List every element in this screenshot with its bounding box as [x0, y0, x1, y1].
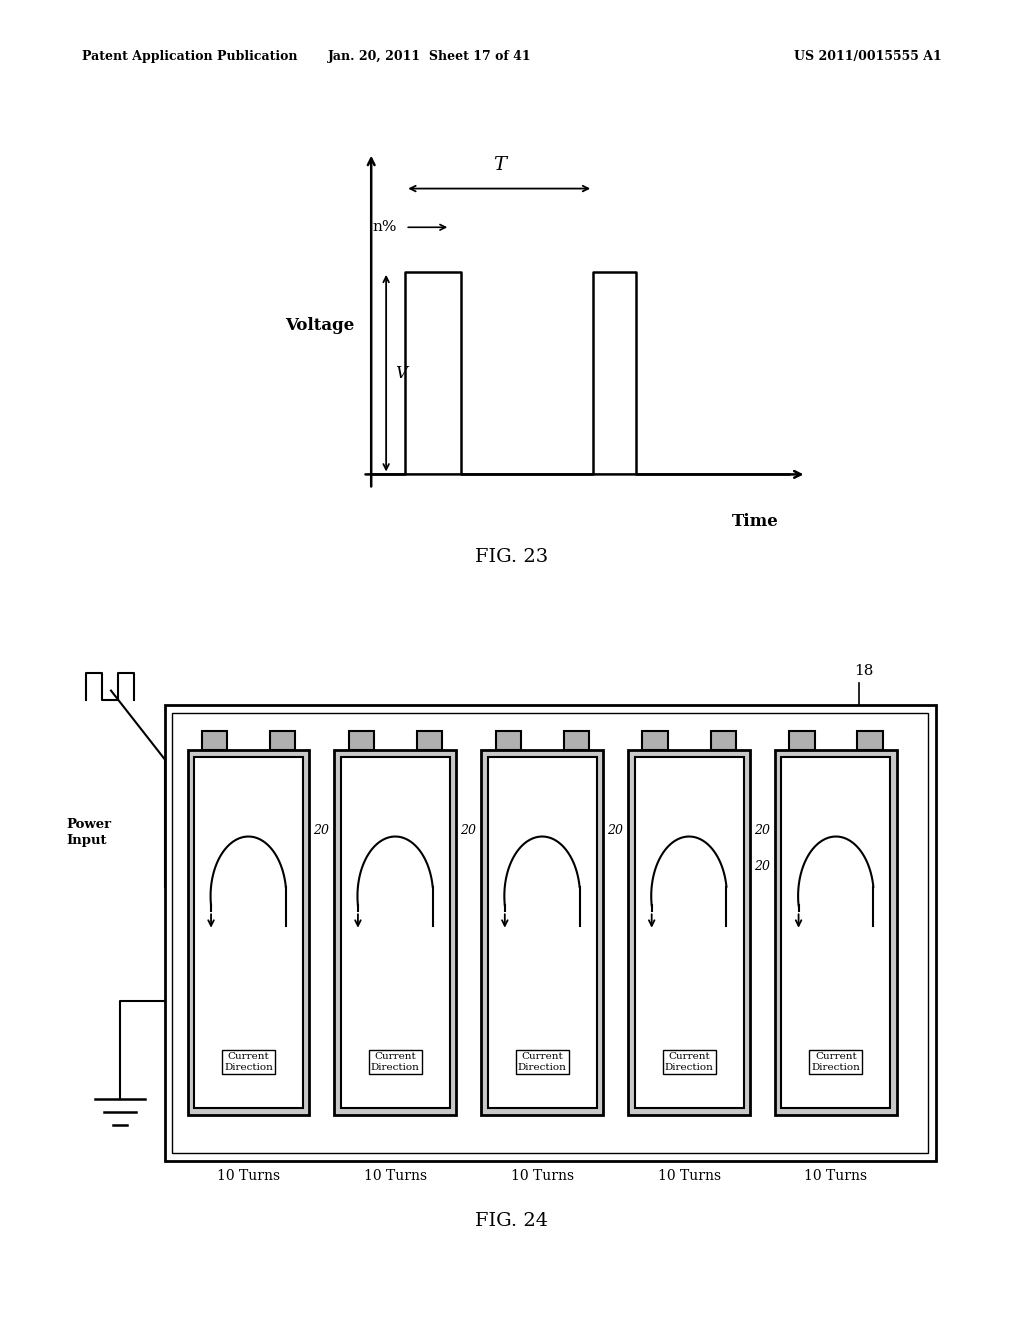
Text: V: V	[394, 364, 407, 381]
Text: US 2011/0015555 A1: US 2011/0015555 A1	[795, 50, 942, 63]
Bar	[417, 731, 442, 750]
Bar	[781, 756, 891, 1109]
Text: Current
Direction: Current Direction	[371, 1052, 420, 1072]
Bar	[341, 756, 450, 1109]
Bar	[790, 731, 814, 750]
Bar	[711, 731, 736, 750]
Bar	[635, 756, 743, 1109]
Text: 10 Turns: 10 Turns	[657, 1170, 721, 1183]
Text: FIG. 23: FIG. 23	[475, 548, 549, 566]
Text: Time: Time	[732, 513, 778, 531]
Bar	[270, 731, 295, 750]
Text: Jan. 20, 2011  Sheet 17 of 41: Jan. 20, 2011 Sheet 17 of 41	[329, 50, 531, 63]
Text: 20: 20	[607, 824, 623, 837]
Text: 10 Turns: 10 Turns	[217, 1170, 280, 1183]
Bar	[481, 750, 603, 1115]
Bar	[187, 750, 309, 1115]
Bar	[642, 731, 668, 750]
Bar	[165, 705, 936, 1162]
Bar	[857, 731, 883, 750]
Text: n%: n%	[373, 220, 397, 234]
Bar	[172, 713, 929, 1154]
Text: 10 Turns: 10 Turns	[511, 1170, 573, 1183]
Bar	[496, 731, 521, 750]
Text: 20: 20	[754, 824, 770, 837]
Text: Power
Input: Power Input	[66, 818, 111, 847]
Bar	[194, 756, 303, 1109]
Text: 10 Turns: 10 Turns	[805, 1170, 867, 1183]
Bar	[202, 731, 227, 750]
Text: Voltage: Voltage	[286, 317, 354, 334]
Text: Current
Direction: Current Direction	[665, 1052, 714, 1072]
Text: Patent Application Publication: Patent Application Publication	[82, 50, 297, 63]
Text: 20: 20	[754, 861, 770, 874]
Text: 10 Turns: 10 Turns	[364, 1170, 427, 1183]
Text: T: T	[493, 156, 506, 174]
Text: Current
Direction: Current Direction	[224, 1052, 272, 1072]
Text: 18: 18	[854, 664, 873, 678]
Bar	[629, 750, 750, 1115]
Bar	[775, 750, 897, 1115]
Text: Current
Direction: Current Direction	[518, 1052, 566, 1072]
Bar	[335, 750, 456, 1115]
Text: Current
Direction: Current Direction	[811, 1052, 860, 1072]
Bar	[563, 731, 589, 750]
Bar	[348, 731, 374, 750]
Text: 20: 20	[460, 824, 476, 837]
Text: FIG. 24: FIG. 24	[475, 1212, 549, 1230]
Text: 20: 20	[313, 824, 329, 837]
Bar	[487, 756, 597, 1109]
